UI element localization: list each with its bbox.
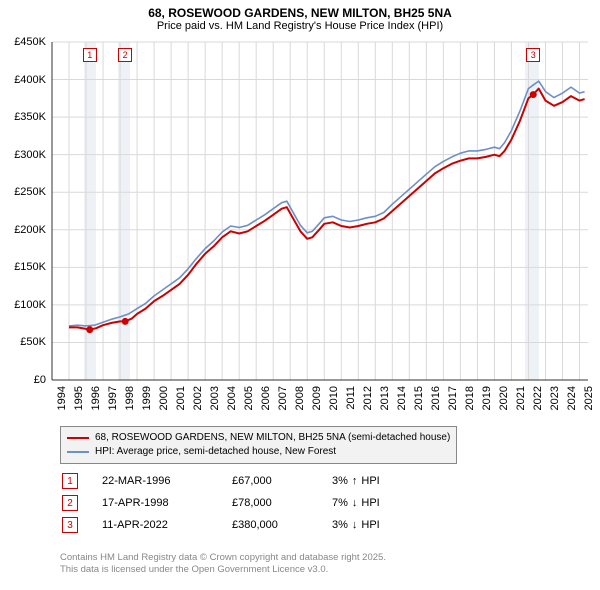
y-tick-label: £50K [6,336,46,348]
y-tick-label: £250K [6,186,46,198]
transaction-pct: 7%↓HPI [332,497,412,509]
x-tick-label: 2003 [209,386,221,410]
x-tick-label: 2012 [362,386,374,410]
sale-badge: 1 [83,48,97,62]
transaction-badge: 2 [62,495,78,511]
sale-badge: 3 [526,48,540,62]
x-tick-label: 2014 [396,386,408,410]
x-tick-label: 2001 [175,386,187,410]
y-tick-label: £100K [6,299,46,311]
sale-marker [86,326,93,333]
x-tick-label: 1995 [73,386,85,410]
legend-label: HPI: Average price, semi-detached house,… [95,445,336,459]
x-tick-label: 2016 [430,386,442,410]
y-tick-label: £300K [6,149,46,161]
x-tick-label: 2022 [532,386,544,410]
x-tick-label: 2010 [328,386,340,410]
sale-badge: 2 [118,48,132,62]
transaction-price: £67,000 [232,475,332,487]
transaction-row: 1 22-MAR-1996£67,0003%↑HPI [62,470,412,492]
legend-row: HPI: Average price, semi-detached house,… [67,445,450,459]
legend: 68, ROSEWOOD GARDENS, NEW MILTON, BH25 5… [60,426,457,464]
series-hpi [69,81,585,326]
chart-title-sub: Price paid vs. HM Land Registry's House … [0,20,600,32]
x-tick-label: 2000 [158,386,170,410]
y-tick-label: £200K [6,224,46,236]
x-tick-label: 2008 [294,386,306,410]
legend-label: 68, ROSEWOOD GARDENS, NEW MILTON, BH25 5… [95,431,450,445]
transaction-price: £78,000 [232,497,332,509]
legend-swatch [67,451,89,453]
x-tick-label: 2002 [192,386,204,410]
sale-marker [122,318,129,325]
x-tick-label: 2018 [464,386,476,410]
transaction-row: 3 11-APR-2022£380,0003%↓HPI [62,514,412,536]
footer-line-1: Contains HM Land Registry data © Crown c… [60,552,386,564]
transaction-badge: 3 [62,517,78,533]
y-tick-label: £150K [6,261,46,273]
legend-row: 68, ROSEWOOD GARDENS, NEW MILTON, BH25 5… [67,431,450,445]
y-tick-label: £350K [6,111,46,123]
x-tick-label: 2005 [243,386,255,410]
x-tick-label: 1994 [56,386,68,410]
x-tick-label: 2007 [277,386,289,410]
x-tick-label: 2025 [583,386,595,410]
x-tick-label: 2020 [498,386,510,410]
footer-line-2: This data is licensed under the Open Gov… [60,564,386,576]
x-tick-label: 2021 [515,386,527,410]
y-tick-label: £400K [6,74,46,86]
x-tick-label: 2015 [413,386,425,410]
transaction-pct: 3%↑HPI [332,475,412,487]
y-tick-label: £0 [6,374,46,386]
chart-plot [52,42,588,380]
transaction-price: £380,000 [232,519,332,531]
x-tick-label: 2004 [226,386,238,410]
x-tick-label: 1996 [90,386,102,410]
attribution-footer: Contains HM Land Registry data © Crown c… [60,552,386,576]
x-tick-label: 2024 [566,386,578,410]
x-tick-label: 1999 [141,386,153,410]
x-tick-label: 2017 [447,386,459,410]
x-tick-label: 2019 [481,386,493,410]
arrow-up-icon: ↑ [352,475,358,487]
arrow-down-icon: ↓ [352,497,358,509]
transaction-badge: 1 [62,473,78,489]
transaction-row: 2 17-APR-1998£78,0007%↓HPI [62,492,412,514]
x-tick-label: 2011 [345,386,357,410]
y-tick-label: £450K [6,36,46,48]
x-tick-label: 2023 [549,386,561,410]
transaction-date: 17-APR-1998 [102,497,232,509]
x-tick-label: 2013 [379,386,391,410]
x-tick-label: 2009 [311,386,323,410]
chart-title-address: 68, ROSEWOOD GARDENS, NEW MILTON, BH25 5… [0,6,600,20]
transaction-date: 11-APR-2022 [102,519,232,531]
x-tick-label: 2006 [260,386,272,410]
x-tick-label: 1997 [107,386,119,410]
transaction-date: 22-MAR-1996 [102,475,232,487]
sale-marker [530,91,537,98]
series-property [69,89,585,330]
legend-swatch [67,437,89,439]
transactions-table: 1 22-MAR-1996£67,0003%↑HPI 2 17-APR-1998£78… [62,470,412,536]
arrow-down-icon: ↓ [352,519,358,531]
x-tick-label: 1998 [124,386,136,410]
transaction-pct: 3%↓HPI [332,519,412,531]
